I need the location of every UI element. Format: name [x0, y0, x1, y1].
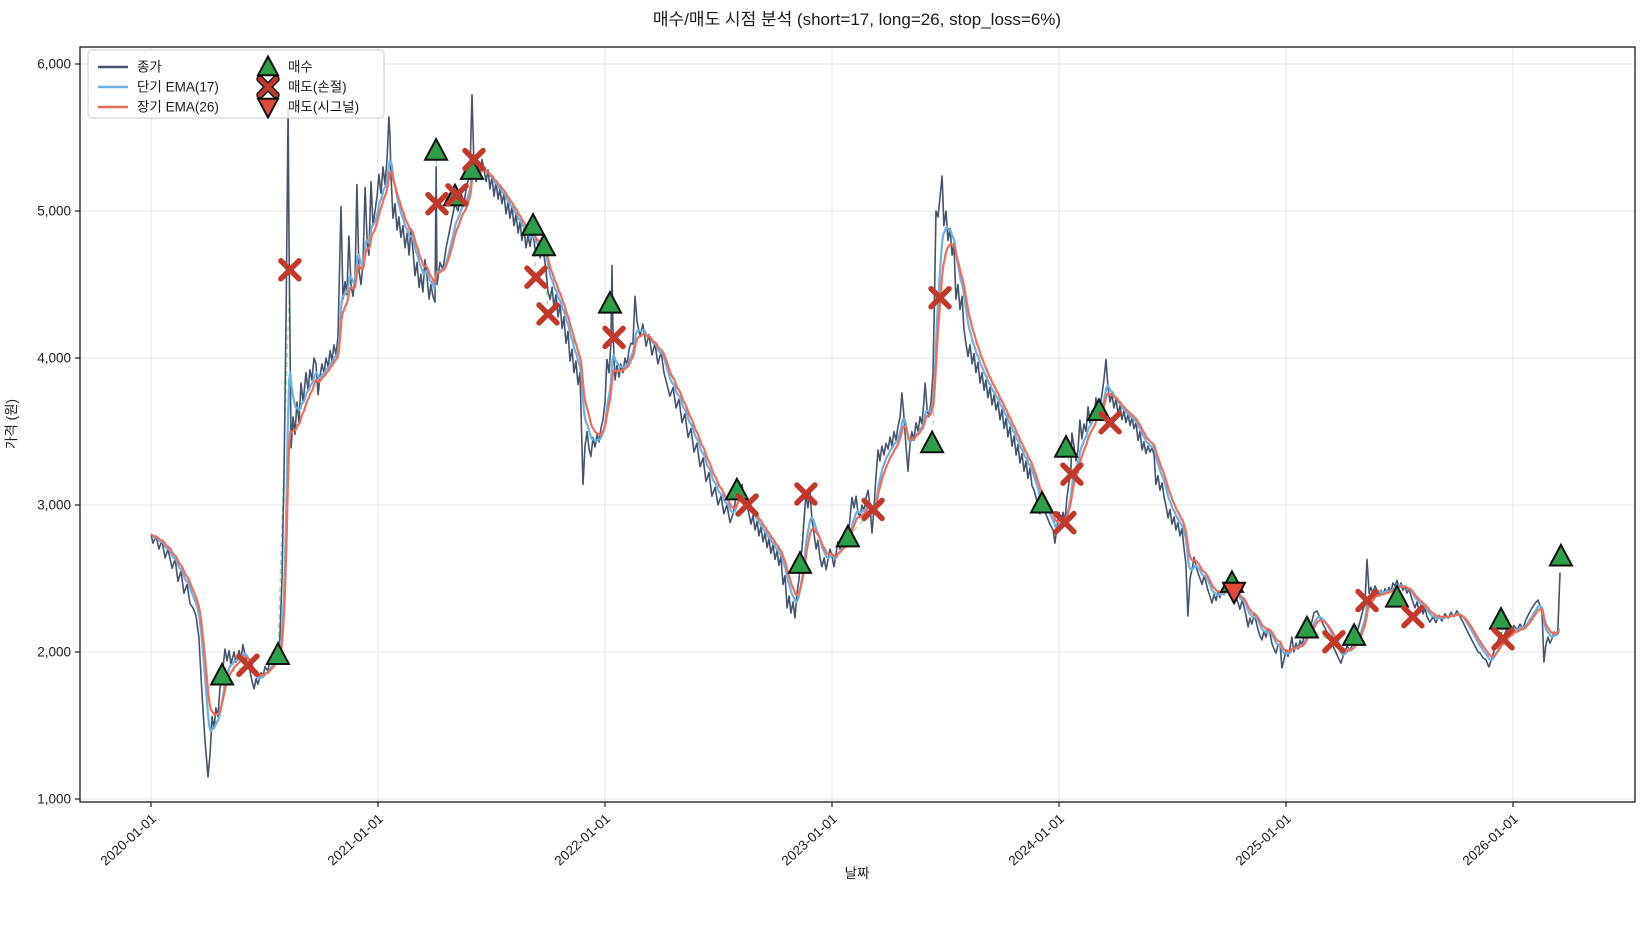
buy-marker [1029, 489, 1055, 514]
gridlines [80, 47, 1635, 802]
legend-box [87, 49, 385, 119]
stop-loss-marker [462, 147, 486, 172]
buy-marker [1488, 605, 1514, 630]
y-axis-label: 가격 (원) [4, 399, 19, 449]
y-tick-label: 1,000 [37, 792, 71, 807]
buy-marker [919, 429, 945, 454]
y-tick-label: 6,000 [37, 57, 71, 72]
stop-loss-marker [602, 325, 626, 350]
buy-marker [209, 661, 235, 686]
y-tick-label: 3,000 [37, 498, 71, 513]
stop-loss-marker [1322, 629, 1346, 654]
buy-marker [1294, 614, 1320, 639]
buy-marker [787, 550, 813, 574]
legend-label: 매도(시그널) [288, 100, 359, 115]
stop-loss-marker [735, 493, 759, 517]
stop-loss-marker [1491, 627, 1515, 651]
signal-markers [209, 137, 1574, 686]
signal-sell-marker [256, 97, 280, 120]
buy-marker [531, 232, 557, 257]
ema-long-line [150, 168, 1561, 716]
stop-loss-marker [1098, 410, 1122, 435]
legend-label: 매도(손절) [288, 80, 347, 95]
legend-label: 매수 [288, 60, 313, 75]
legend-label: 장기 EMA(26) [137, 100, 219, 115]
stop-loss-marker [236, 653, 260, 677]
x-tick-label: 2026-01-01 [1460, 811, 1521, 868]
close-price-line [150, 94, 1561, 778]
buy-marker [1548, 542, 1574, 567]
legend-item-marker: 매수 [256, 54, 313, 77]
buy-marker [265, 641, 291, 665]
stop-loss-marker [536, 302, 560, 326]
x-tick-label: 2021-01-01 [325, 811, 386, 868]
signal-sell-marker [1221, 581, 1247, 606]
y-tick-label: 4,000 [37, 351, 71, 366]
stop-loss-marker [278, 258, 302, 282]
stop-loss-marker [794, 482, 818, 506]
buy-marker [1384, 583, 1410, 608]
x-tick-label: 2020-01-01 [98, 811, 159, 868]
stop-loss-marker [445, 183, 469, 207]
buy-marker [1341, 622, 1367, 646]
legend-item-marker: 매도(시그널) [256, 97, 359, 120]
legend-label: 단기 EMA(17) [137, 80, 219, 95]
stop-loss-marker [928, 285, 952, 310]
legend-item-line: 단기 EMA(17) [98, 80, 219, 95]
x-tick-label: 2024-01-01 [1006, 811, 1067, 868]
stop-loss-marker [425, 191, 449, 216]
x-axis-label: 날짜 [845, 866, 870, 881]
buy-marker [423, 137, 449, 161]
x-tick-label: 2022-01-01 [552, 811, 613, 868]
legend-item-marker: 매도(손절) [256, 75, 347, 99]
stop-loss-marker [1355, 588, 1379, 613]
stop-loss-marker [861, 497, 885, 522]
chart-title: 매수/매도 시점 분석 (short=17, long=26, stop_los… [653, 10, 1061, 29]
buy-marker [520, 212, 546, 236]
plot-border [79, 46, 1636, 803]
legend-label: 종가 [137, 60, 162, 75]
legend-item-line: 종가 [98, 60, 162, 75]
buy-marker [724, 476, 750, 501]
x-tick-label: 2023-01-01 [779, 811, 840, 868]
stop-loss-marker [524, 265, 548, 289]
buy-marker [835, 523, 861, 548]
series-lines [150, 94, 1561, 778]
stop-loss-marker [1060, 462, 1084, 486]
stop-loss-marker [1053, 510, 1077, 535]
x-tick-label: 2025-01-01 [1233, 811, 1294, 868]
stop-loss-marker [1401, 604, 1425, 629]
buy-marker [256, 54, 280, 77]
axes: 6,000 5,000 4,000 3,000 2,000 1,000 2020-01-01… [37, 46, 1636, 868]
buy-marker [1053, 433, 1079, 458]
legend-item-line: 장기 EMA(26) [98, 100, 219, 115]
y-tick-label: 2,000 [37, 645, 71, 660]
buy-marker [597, 289, 623, 314]
y-tick-label: 5,000 [37, 204, 71, 219]
